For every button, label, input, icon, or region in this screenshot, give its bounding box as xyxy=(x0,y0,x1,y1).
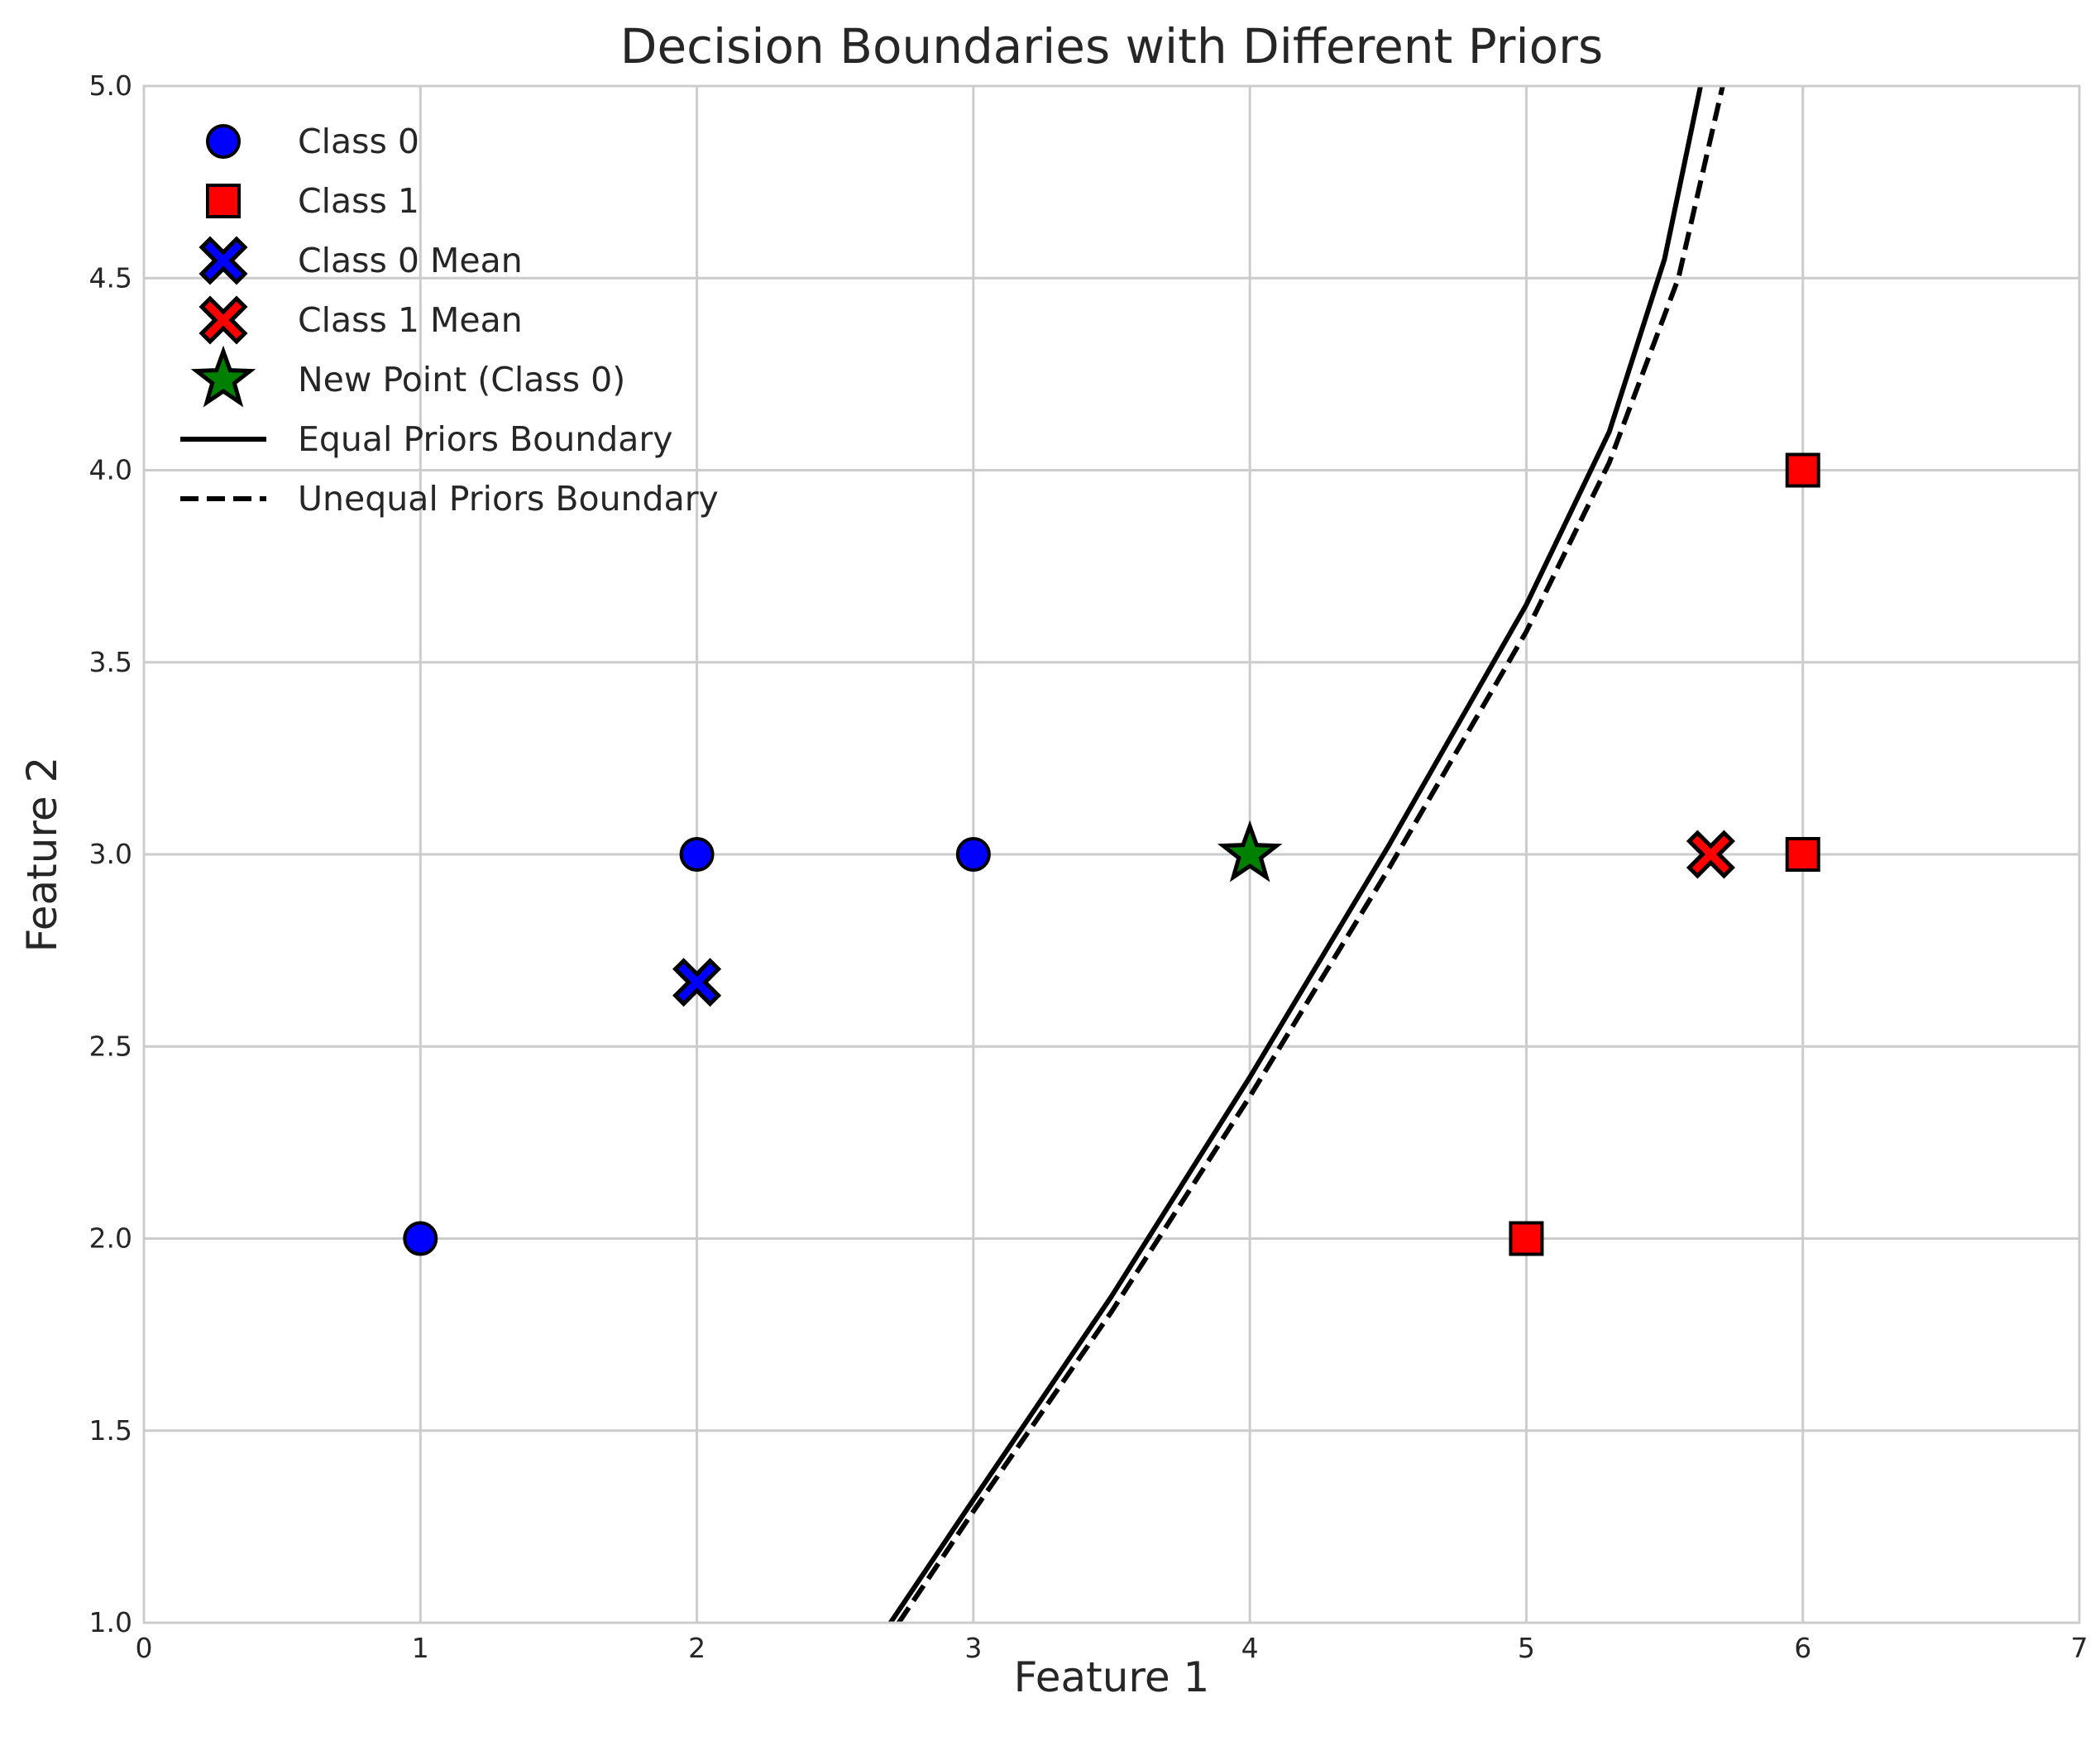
y-tick-label: 5.0 xyxy=(89,69,132,102)
y-tick-label: 3.0 xyxy=(89,838,132,870)
data-point-1-2 xyxy=(1785,452,1820,488)
y-tick-label: 4.0 xyxy=(89,454,132,486)
legend-label: Class 1 Mean xyxy=(298,300,523,340)
y-tick-label: 4.5 xyxy=(89,261,132,294)
legend-marker-4 xyxy=(190,345,256,408)
legend-label: Class 0 Mean xyxy=(298,241,523,280)
x-tick-label: 2 xyxy=(688,1632,706,1664)
data-point-1-1 xyxy=(1785,837,1820,872)
legend-label: Unequal Priors Boundary xyxy=(298,479,719,519)
data-point-0-2 xyxy=(955,837,991,872)
x-axis-ticks: 0 1 2 3 4 5 6 7 xyxy=(136,1632,2088,1664)
legend-label: Class 1 xyxy=(298,181,419,221)
legend-marker-3 xyxy=(199,295,248,345)
y-tick-label: 1.0 xyxy=(89,1606,132,1638)
legend: Class 0 Class 1 Class 0 Mean Class 1 Mean Ne… xyxy=(180,122,719,519)
series-line-6 xyxy=(897,86,1725,1623)
chart-title: Decision Boundaries with Different Prior… xyxy=(620,18,1603,74)
legend-marker-2 xyxy=(199,236,248,285)
data-point-1-0 xyxy=(1509,1221,1544,1256)
plot-frame xyxy=(142,84,2081,1624)
legend-label: Class 0 xyxy=(298,122,419,161)
data-point-4-0 xyxy=(1217,820,1283,882)
x-tick-label: 0 xyxy=(136,1632,153,1664)
legend-label: New Point (Class 0) xyxy=(298,360,625,399)
y-axis-label: Feature 2 xyxy=(18,757,66,953)
y-tick-label: 2.5 xyxy=(89,1030,132,1062)
boundary-lines xyxy=(888,86,1725,1623)
x-tick-label: 5 xyxy=(1518,1632,1535,1664)
series-line-5 xyxy=(888,86,1703,1623)
legend-marker-1 xyxy=(206,184,241,218)
x-tick-label: 4 xyxy=(1241,1632,1259,1664)
data-markers xyxy=(403,452,1820,1256)
data-point-0-0 xyxy=(403,1221,438,1256)
x-tick-label: 3 xyxy=(964,1632,982,1664)
data-point-2-0 xyxy=(672,958,722,1007)
legend-marker-0 xyxy=(206,124,241,159)
y-tick-label: 3.5 xyxy=(89,646,132,678)
y-axis-ticks: 1.0 1.5 2.0 2.5 3.0 3.5 4.0 4.5 5.0 xyxy=(89,69,132,1638)
data-point-0-1 xyxy=(679,837,715,872)
x-tick-label: 6 xyxy=(1794,1632,1811,1664)
x-tick-label: 7 xyxy=(2071,1632,2088,1664)
x-tick-label: 1 xyxy=(412,1632,429,1664)
y-tick-label: 1.5 xyxy=(89,1414,132,1447)
legend-label: Equal Priors Boundary xyxy=(298,419,673,459)
data-point-3-0 xyxy=(1686,830,1735,879)
y-tick-label: 2.0 xyxy=(89,1222,132,1255)
x-axis-label: Feature 1 xyxy=(1014,1653,1210,1701)
